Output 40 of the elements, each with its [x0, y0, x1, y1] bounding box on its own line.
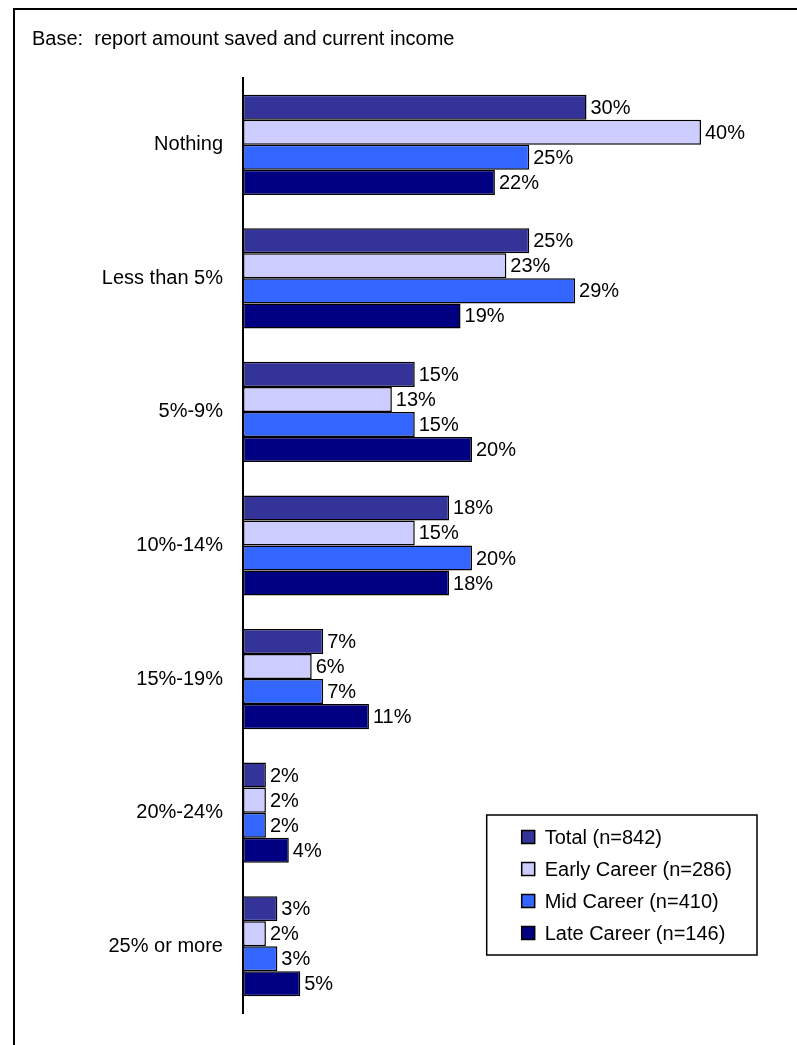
data-label: 30%: [590, 95, 631, 118]
data-label: 3%: [281, 897, 311, 920]
y-tick-label: Nothing: [154, 132, 223, 155]
data-label: 6%: [315, 655, 345, 678]
data-label: 40%: [705, 120, 746, 143]
data-label: 3%: [281, 947, 311, 970]
data-label: 11%: [372, 705, 412, 728]
data-label: 2%: [269, 763, 300, 786]
legend-label: Early Career (n=286): [544, 857, 733, 880]
data-label: 18%: [453, 571, 494, 594]
data-label: 23%: [510, 254, 551, 277]
data-label: 15%: [418, 412, 459, 435]
y-tick-label: 5%-9%: [158, 399, 224, 422]
data-label: 29%: [579, 279, 620, 302]
data-label: 19%: [464, 304, 505, 327]
data-label: 2%: [269, 788, 300, 811]
y-tick-label: 20%-24%: [136, 800, 224, 823]
y-tick-label: 15%-19%: [136, 666, 224, 689]
data-label: 13%: [395, 387, 437, 410]
data-label: 2%: [269, 922, 300, 945]
y-tick-label: 25% or more: [108, 933, 223, 956]
data-label: 18%: [453, 496, 494, 519]
legend-label: Late Career (n=146): [544, 921, 726, 944]
legend-label: Mid Career (n=410): [544, 889, 719, 912]
data-label: 2%: [269, 813, 300, 836]
data-label: 25%: [533, 229, 574, 252]
chart-title: Base: report amount saved and current income: [32, 26, 455, 50]
data-label: 4%: [292, 838, 322, 861]
data-label: 7%: [327, 630, 357, 653]
data-label: 20%: [476, 438, 517, 461]
data-label: 7%: [327, 680, 357, 703]
y-tick-label: 10%-14%: [136, 533, 224, 556]
data-label: 15%: [418, 362, 459, 385]
data-label: 20%: [476, 546, 517, 569]
data-label: 22%: [498, 170, 540, 193]
data-label: 5%: [304, 972, 334, 995]
legend-label: Total (n=842): [544, 825, 662, 848]
data-label: 25%: [533, 145, 574, 168]
data-label: 15%: [418, 521, 459, 544]
y-tick-label: Less than 5%: [101, 265, 224, 288]
